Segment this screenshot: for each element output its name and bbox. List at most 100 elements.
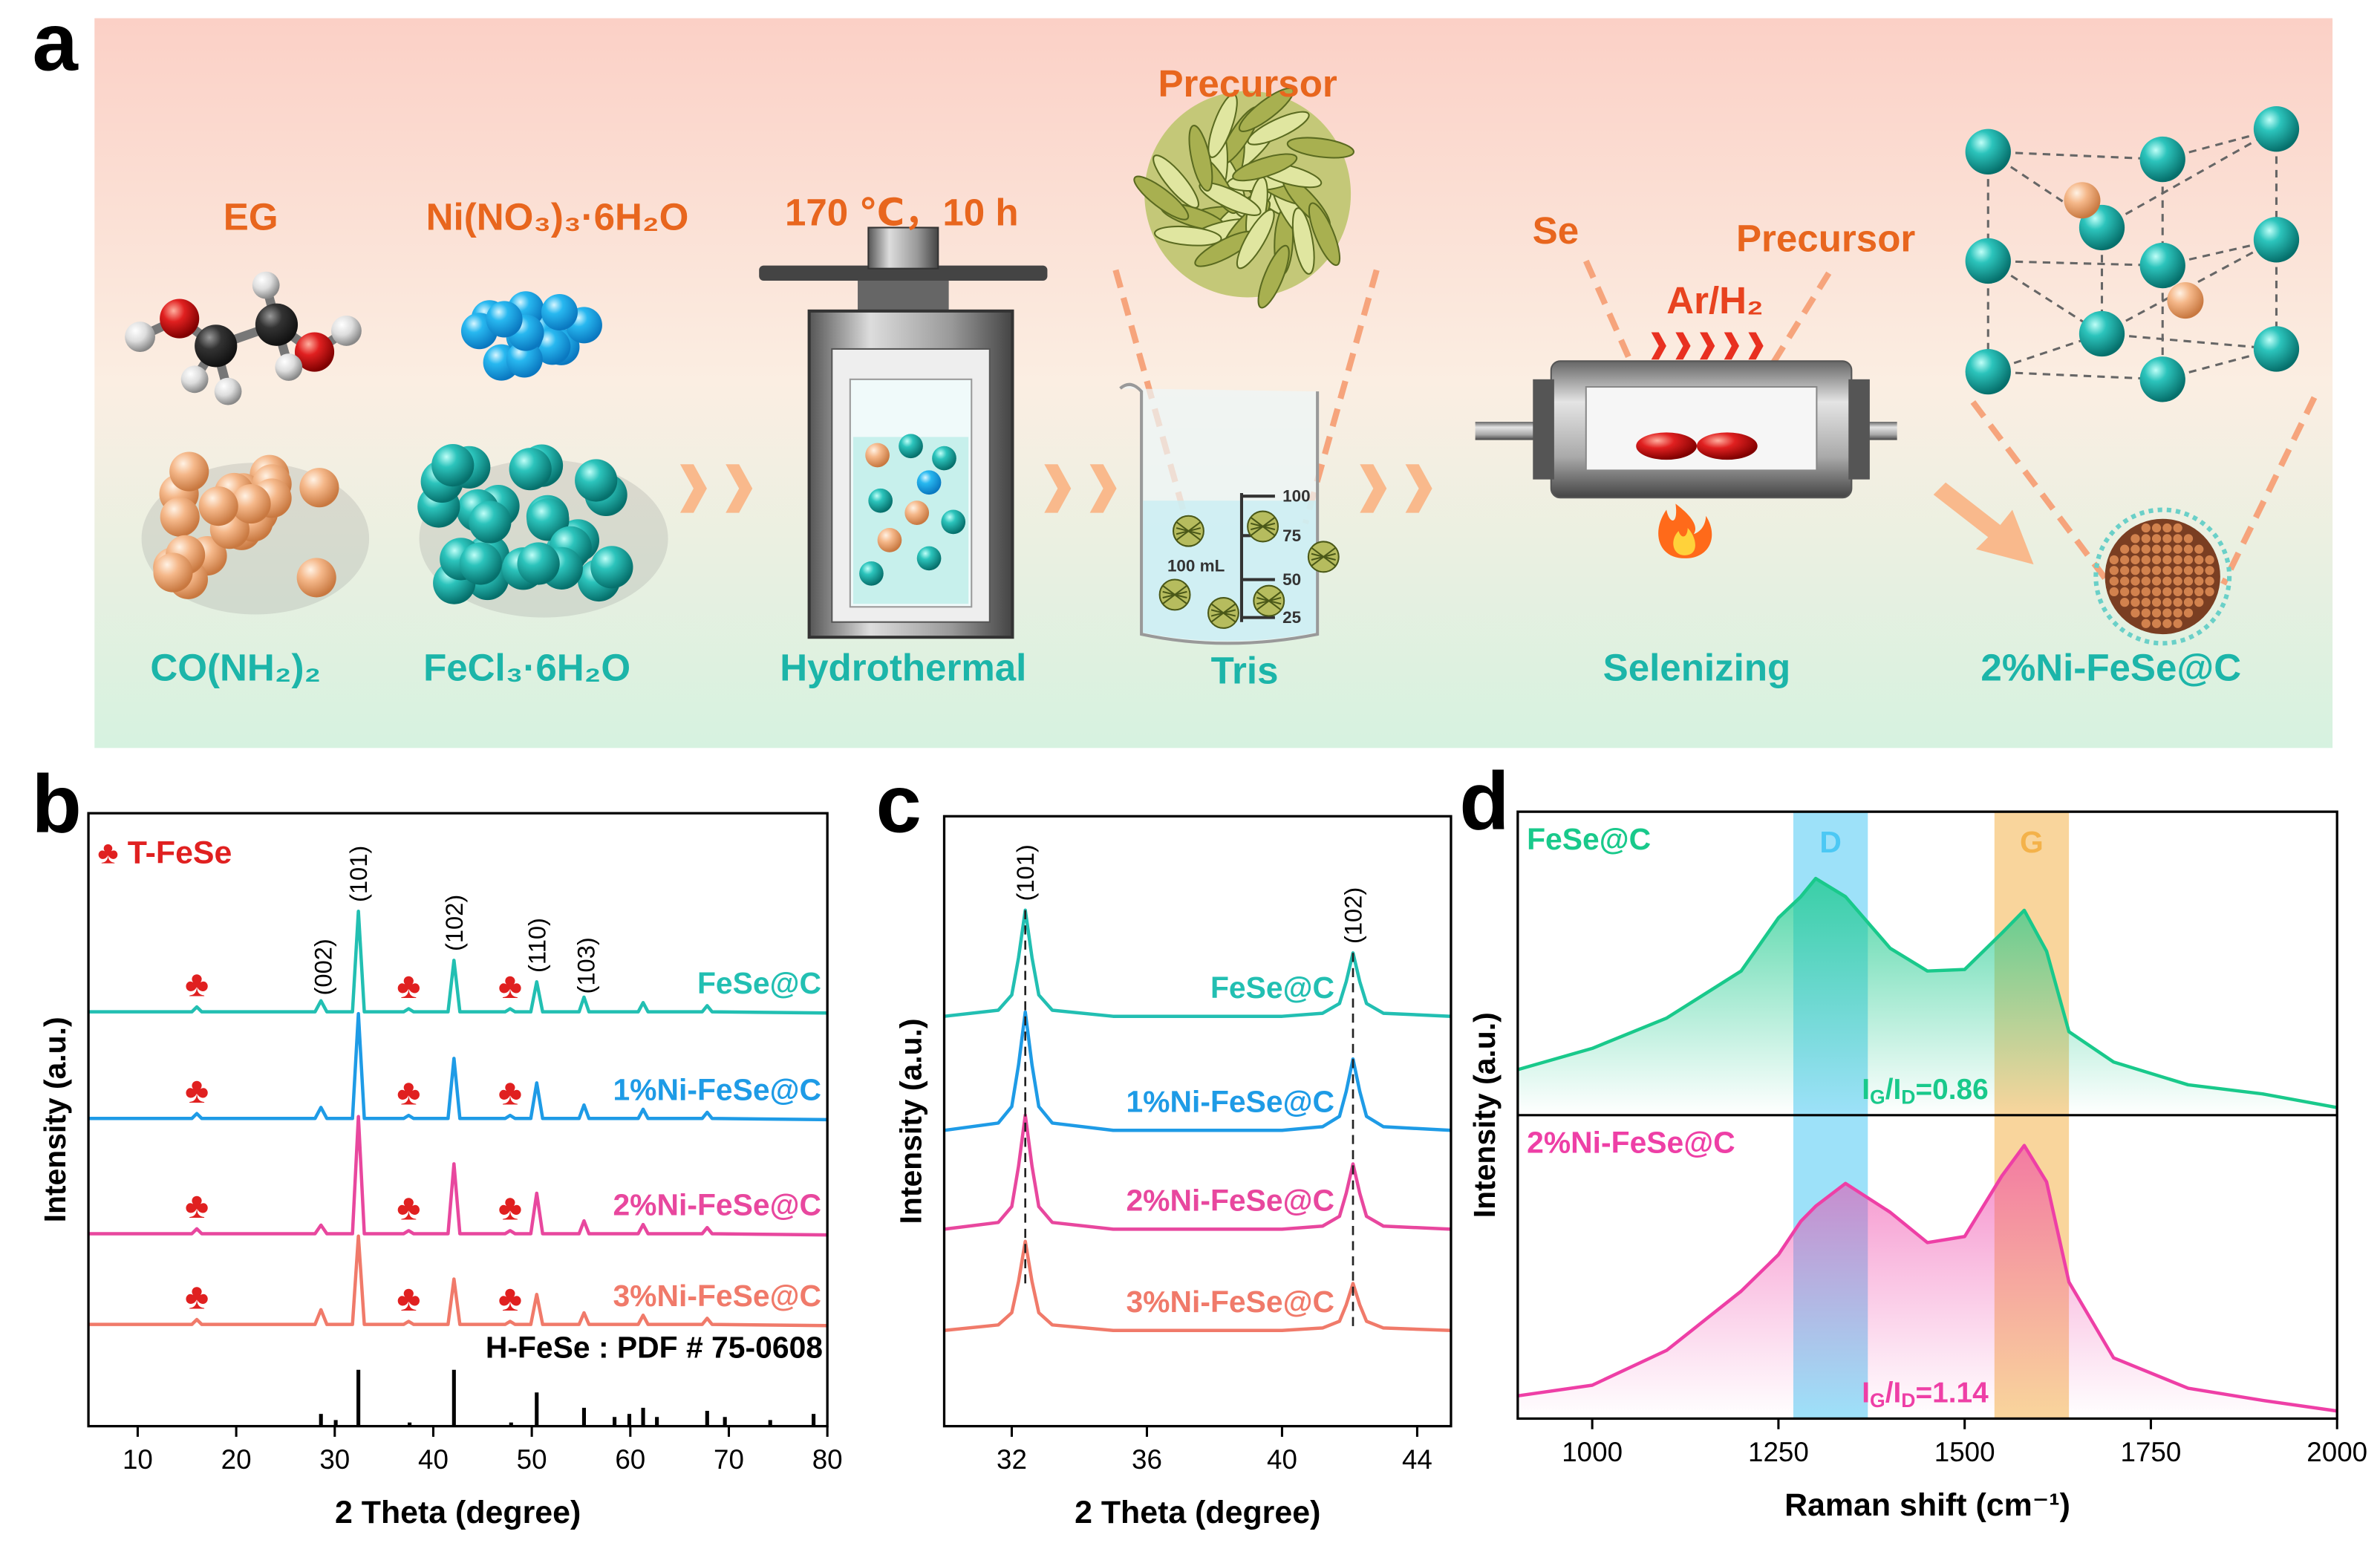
series-line	[88, 1011, 828, 1122]
petal	[1199, 181, 1262, 216]
grain	[2173, 619, 2182, 628]
grain	[2130, 576, 2140, 586]
petal	[1153, 225, 1222, 247]
petal	[1188, 125, 1213, 192]
arrow	[1933, 482, 2034, 565]
chevron	[726, 464, 753, 513]
guide-dash	[2220, 396, 2318, 586]
atom	[214, 377, 242, 405]
scale-label: 100	[1282, 487, 1311, 506]
label: Precursor	[1158, 62, 1337, 105]
grain	[2205, 555, 2214, 565]
peak-label: (102)	[1340, 887, 1367, 944]
atom	[486, 301, 523, 338]
atom	[541, 293, 578, 331]
label: Selenizing	[1603, 647, 1791, 689]
atom	[865, 443, 890, 468]
atom	[255, 303, 299, 346]
label: Tris	[1211, 650, 1279, 692]
flame-core	[1673, 528, 1695, 555]
grain	[2130, 608, 2140, 618]
grain	[2141, 544, 2151, 554]
x-tick-label: 1750	[2121, 1437, 2182, 1467]
particle-leaf	[1250, 516, 1276, 537]
particle-leaf	[1162, 584, 1188, 605]
petal	[1257, 244, 1290, 309]
grain	[2109, 566, 2119, 575]
series-label: 2%Ni-FeSe@C	[1126, 1184, 1334, 1218]
grain	[2162, 523, 2172, 533]
atom	[2139, 356, 2185, 402]
series-line	[1517, 1144, 2338, 1413]
band-label: G	[2020, 825, 2044, 859]
x-tick-label: 60	[615, 1444, 645, 1475]
autoclave-bar	[759, 265, 1048, 281]
grain	[2141, 523, 2151, 533]
grain	[2173, 608, 2182, 618]
particle-leaf	[1210, 603, 1236, 623]
x-tick-label: 1500	[1934, 1437, 1995, 1467]
peak-label: (102)	[440, 895, 468, 951]
plot-frame	[942, 815, 1453, 1428]
atom	[198, 486, 238, 526]
petal	[1247, 111, 1310, 146]
scheme	[125, 87, 2318, 646]
grain	[2141, 534, 2151, 544]
x-tick-label: 40	[1267, 1444, 1297, 1475]
grain	[2173, 523, 2182, 533]
grain	[2162, 598, 2172, 607]
atom	[877, 528, 902, 552]
atom	[509, 448, 552, 491]
x-tick-label: 44	[1402, 1444, 1432, 1475]
x-tick-label: 1000	[1562, 1437, 1623, 1467]
grain	[2130, 566, 2140, 575]
plot-frame	[1516, 810, 2338, 1420]
chevron	[1405, 464, 1432, 513]
label: Ar/H₂	[1666, 279, 1764, 322]
petal	[1133, 175, 1190, 221]
atom	[2253, 217, 2300, 263]
atom	[2139, 242, 2185, 289]
grain	[2120, 598, 2130, 607]
chevron	[1360, 464, 1387, 513]
atom	[899, 434, 923, 459]
petal	[1207, 93, 1238, 158]
label: Se	[1533, 209, 1579, 252]
series-label: 1%Ni-FeSe@C	[613, 1072, 821, 1106]
grain	[2130, 587, 2140, 597]
phase-marker: ♣	[498, 1279, 522, 1319]
atom	[160, 299, 200, 339]
petal	[1232, 153, 1298, 182]
legend-label: T-FeSe	[128, 835, 232, 870]
grain	[2130, 534, 2140, 544]
x-tick-label: 20	[221, 1444, 252, 1475]
atom	[904, 500, 930, 525]
atom	[296, 558, 336, 598]
petal	[1286, 137, 1354, 159]
atom	[169, 451, 209, 492]
atom	[294, 332, 335, 372]
phase-marker: ♣	[498, 1073, 522, 1113]
phase-marker: ♣	[185, 1186, 209, 1226]
grain	[2205, 566, 2214, 575]
ratio-part: =1.14	[1915, 1377, 1989, 1409]
grain	[2173, 587, 2182, 597]
chevron	[1651, 332, 1666, 360]
series-line	[88, 1115, 828, 1237]
chevron	[1675, 332, 1691, 360]
atom	[2167, 282, 2204, 319]
scheme-labels: EG Ni(NO₃)₃·6H₂O 170 ℃，10 h Precursor Se…	[150, 62, 2241, 692]
phase-marker: ♣	[397, 1279, 420, 1319]
ratio-part: G	[1870, 1086, 1885, 1108]
atom	[125, 322, 155, 353]
panel-label: b	[31, 758, 81, 849]
ratio-part: /I	[1885, 1377, 1902, 1409]
petal	[1236, 209, 1275, 270]
grain	[2141, 608, 2151, 618]
grain	[2162, 619, 2172, 628]
phase-marker: ♣	[185, 964, 209, 1004]
label: Ni(NO₃)₃·6H₂O	[426, 196, 689, 238]
peak-label: (101)	[345, 846, 372, 902]
grain	[2162, 534, 2172, 544]
